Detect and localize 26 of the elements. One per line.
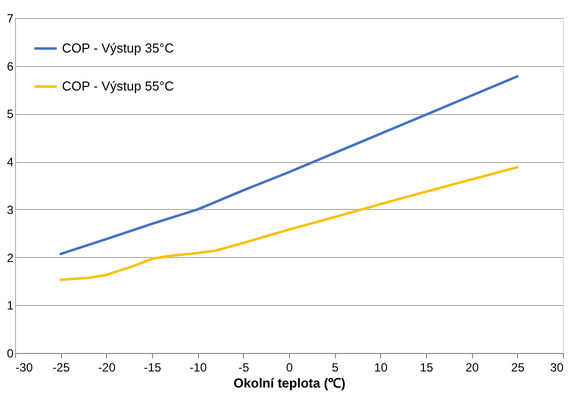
y-tick-label: 5 <box>6 107 14 122</box>
x-tick-label: -20 <box>98 360 116 374</box>
line-series <box>59 166 519 282</box>
y-tick-label: 4 <box>6 155 14 170</box>
y-tick-label: 7 <box>6 12 14 26</box>
y-tick-label: 0 <box>6 346 14 360</box>
legend-label: COP - Výstup 55°C <box>62 78 174 94</box>
x-tick-label: 0 <box>286 360 294 374</box>
legend-label: COP - Výstup 35°C <box>62 40 174 56</box>
x-tick-label: 25 <box>511 360 525 374</box>
x-tick-label: 20 <box>465 360 480 374</box>
x-tick-label: 30 <box>550 360 564 374</box>
y-tick-label: 1 <box>6 298 14 313</box>
y-tick-label: 3 <box>6 202 14 217</box>
x-tick-label: 10 <box>374 360 388 374</box>
y-tick-label: 2 <box>6 250 14 265</box>
x-tick-label: -5 <box>238 360 250 374</box>
x-tick-label: 5 <box>332 360 339 374</box>
line-series <box>59 75 519 256</box>
x-tick-label: -25 <box>52 360 70 374</box>
y-tick-label: 6 <box>6 59 14 74</box>
x-tick-label: -15 <box>144 360 162 374</box>
x-tick-label: -30 <box>16 360 34 374</box>
x-tick-label: -10 <box>189 360 208 374</box>
x-tick-label: 15 <box>420 360 434 374</box>
x-axis-title: Okolní teplota (℃) <box>234 376 346 390</box>
